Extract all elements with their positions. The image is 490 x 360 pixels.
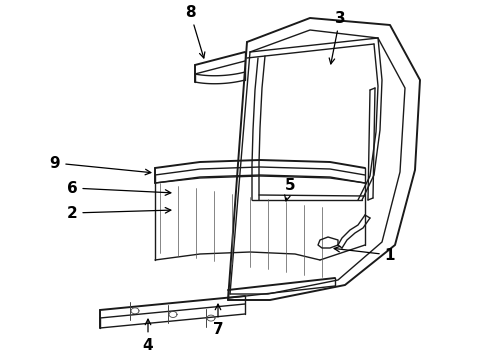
- Text: 7: 7: [213, 304, 223, 338]
- Text: 8: 8: [185, 5, 205, 58]
- Text: 2: 2: [67, 206, 171, 220]
- Text: 5: 5: [285, 177, 295, 201]
- Text: 9: 9: [49, 156, 151, 175]
- Text: 6: 6: [67, 180, 171, 195]
- Text: 1: 1: [334, 246, 395, 262]
- Text: 3: 3: [329, 10, 345, 64]
- Text: 4: 4: [143, 319, 153, 352]
